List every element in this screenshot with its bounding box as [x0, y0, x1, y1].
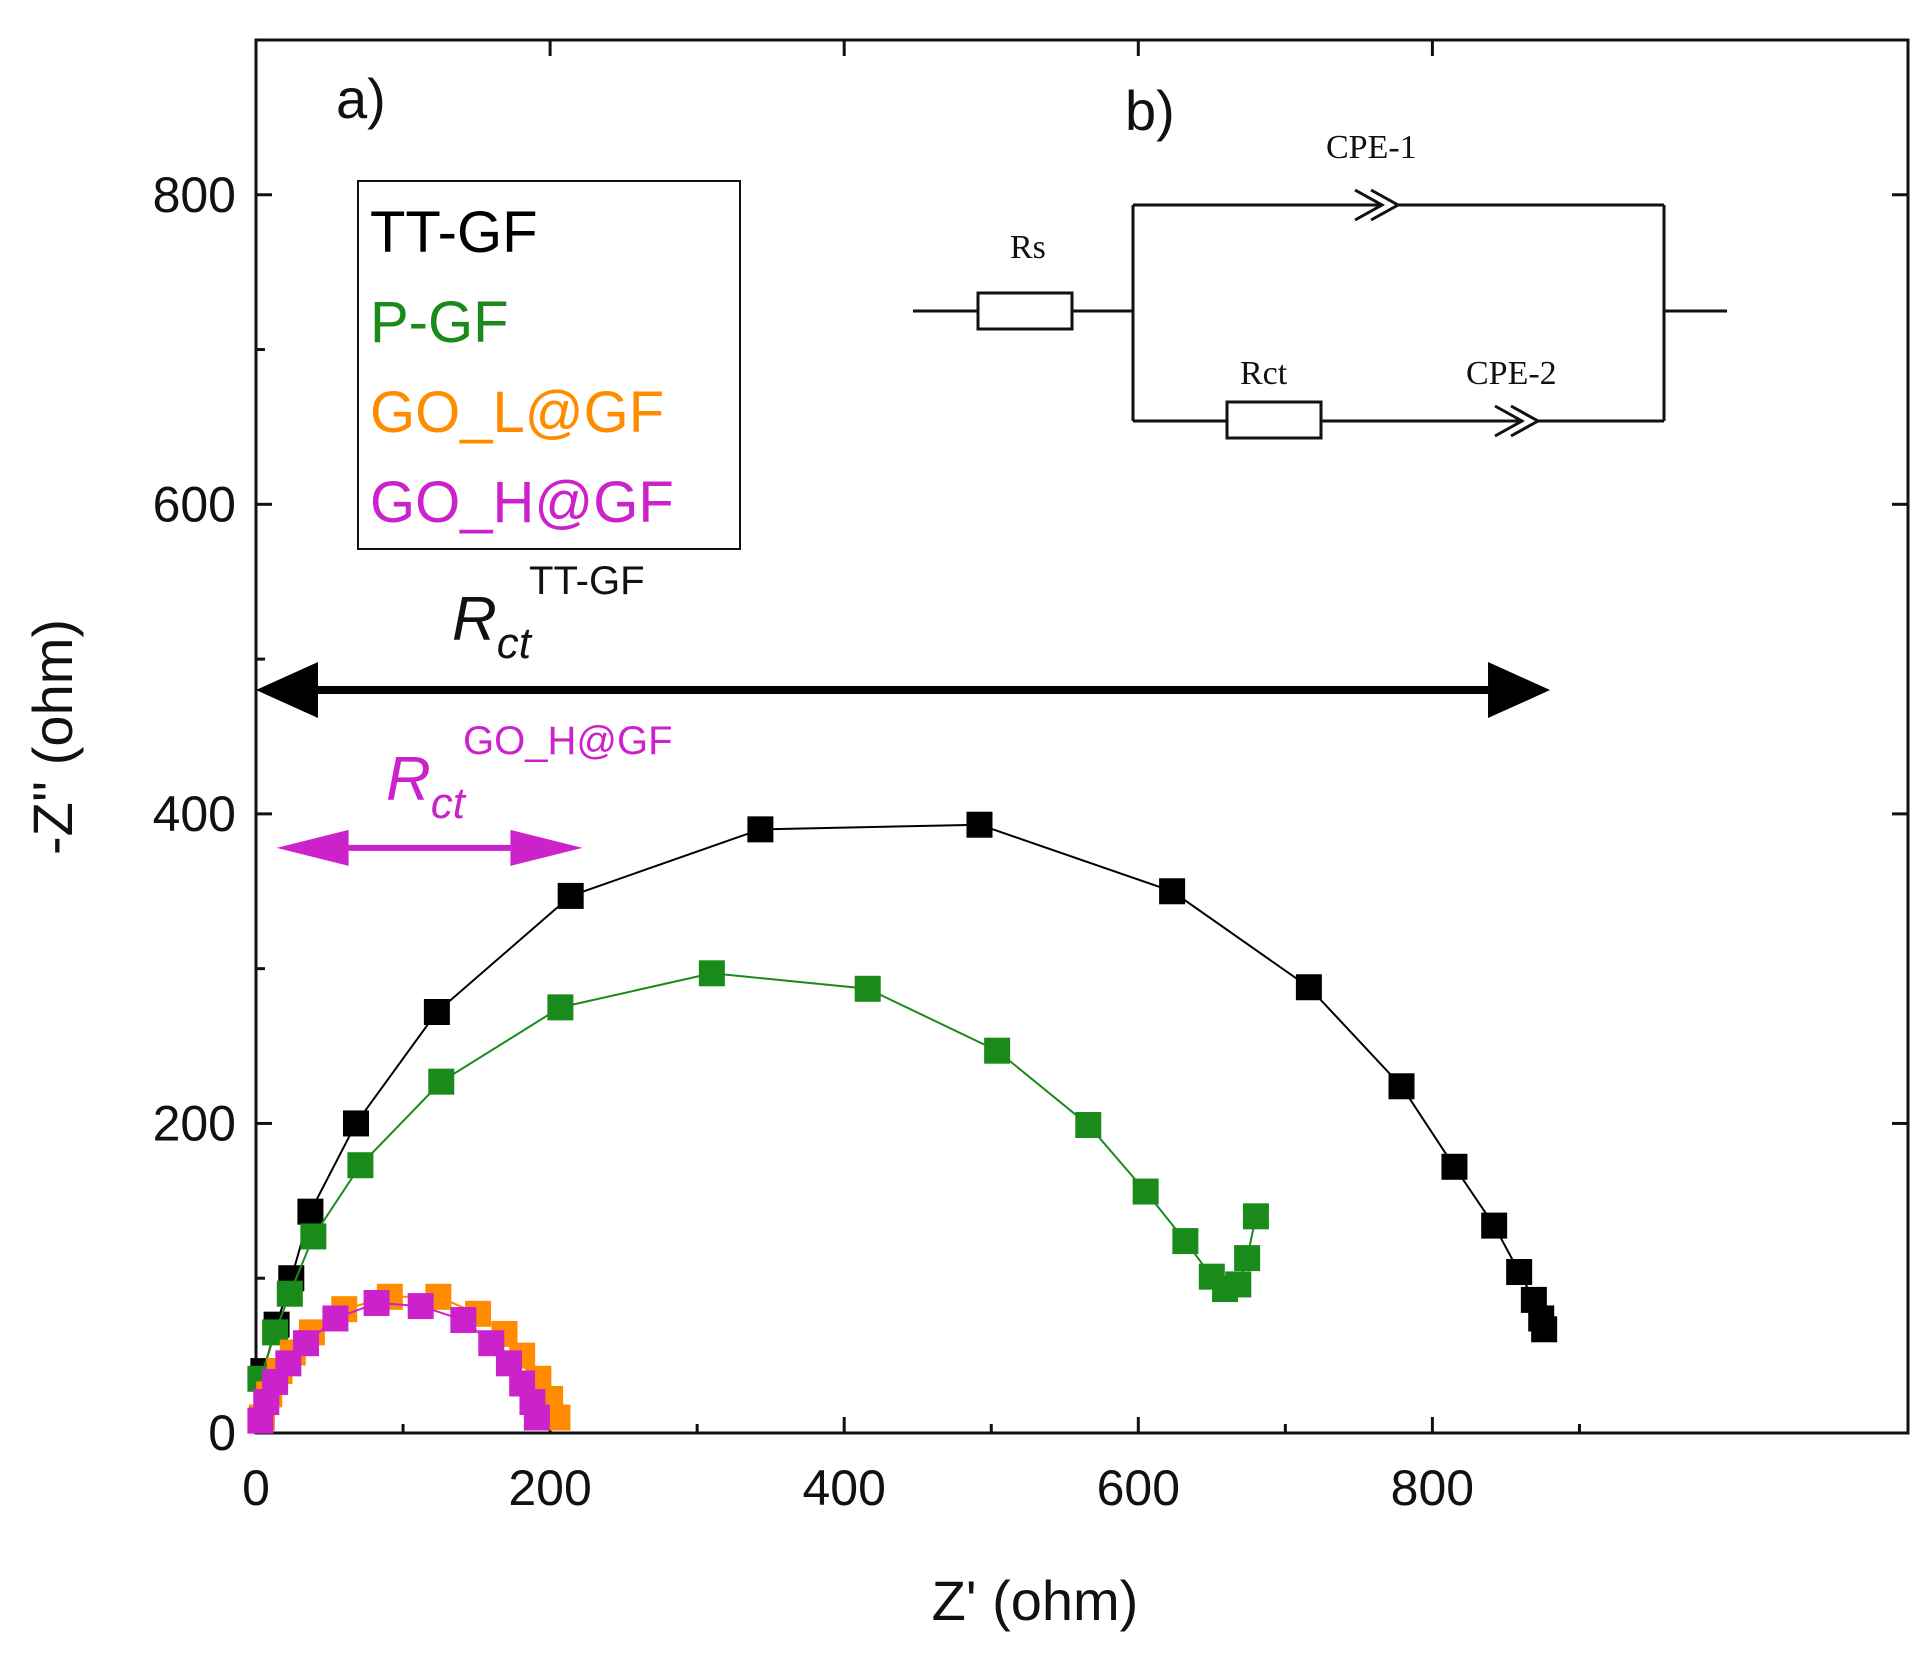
data-point-TT-GF-7 — [747, 816, 774, 843]
data-point-TT-GF-5 — [423, 998, 450, 1025]
data-series — [247, 811, 1558, 1434]
data-point-P-GF-8 — [854, 975, 881, 1002]
y-tick-label-0: 0 — [208, 1405, 236, 1461]
rct-go-h-gf-label: Rct GO_H@GF — [386, 719, 673, 828]
data-point-TT-GF-11 — [1388, 1073, 1415, 1100]
series-GO_H@GF — [247, 1289, 550, 1434]
data-point-P-GF-5 — [428, 1068, 455, 1095]
legend-entry-go-h-gf: GO_H@GF — [370, 470, 674, 535]
y-axis-title: -Z'' (ohm) — [21, 619, 84, 855]
data-point-TT-GF-14 — [1506, 1259, 1533, 1286]
circuit-label-rs: Rs — [1010, 229, 1046, 266]
rct-go-h-gf-arrow-head-right — [510, 829, 583, 866]
data-point-TT-GF-13 — [1481, 1212, 1508, 1239]
equivalent-circuit — [913, 188, 1727, 440]
x-axis-title: Z' (ohm) — [932, 1569, 1139, 1632]
rct-tt-gf-sub: ct — [497, 619, 533, 668]
data-point-TT-GF-8 — [966, 811, 993, 838]
cpe1-symbol — [1354, 188, 1386, 222]
rct-tt-gf-sup: TT-GF — [529, 559, 645, 603]
data-point-P-GF-2 — [276, 1280, 303, 1307]
data-point-TT-GF-9 — [1159, 878, 1186, 905]
data-point-GO_H@GF-4 — [292, 1330, 319, 1357]
data-point-TT-GF-17 — [1531, 1316, 1558, 1343]
rct-tt-gf-main: R — [452, 585, 497, 654]
rct-tt-gf-label: Rct TT-GF — [452, 559, 645, 668]
plot-frame — [254, 38, 1910, 1435]
x-tick-label-0: 0 — [242, 1460, 270, 1516]
rct-go-h-gf-sup: GO_H@GF — [463, 719, 673, 763]
data-point-P-GF-16 — [1234, 1245, 1261, 1272]
panel-b-label: b) — [1125, 79, 1175, 142]
circuit-label-cpe2: CPE-2 — [1466, 355, 1557, 392]
rct-go-h-gf-main: R — [386, 745, 431, 814]
y-tick-label-200: 200 — [153, 1095, 236, 1151]
rct-annotations — [256, 662, 1551, 866]
data-point-P-GF-3 — [300, 1223, 327, 1250]
data-point-P-GF-6 — [547, 994, 574, 1021]
cpe2-symbol — [1494, 404, 1526, 438]
data-point-TT-GF-6 — [557, 882, 584, 909]
data-point-TT-GF-12 — [1441, 1153, 1468, 1180]
data-point-TT-GF-10 — [1295, 974, 1322, 1001]
circuit-label-rct: Rct — [1240, 355, 1288, 392]
y-tick-label-800: 800 — [153, 167, 236, 223]
circuit-label-cpe1: CPE-1 — [1326, 129, 1417, 166]
legend: TT-GF P-GF GO_L@GF GO_H@GF — [357, 180, 741, 550]
legend-entry-go-l-gf: GO_L@GF — [370, 380, 664, 445]
data-point-P-GF-10 — [1075, 1111, 1102, 1138]
data-point-TT-GF-4 — [342, 1110, 369, 1137]
data-point-P-GF-12 — [1172, 1228, 1199, 1255]
x-tick-label-400: 400 — [802, 1460, 885, 1516]
data-point-P-GF-15 — [1225, 1271, 1252, 1298]
data-point-TT-GF-3 — [297, 1198, 324, 1225]
data-point-P-GF-4 — [347, 1152, 374, 1179]
y-tick-label-600: 600 — [153, 476, 236, 532]
x-tick-label-800: 800 — [1391, 1460, 1474, 1516]
data-point-GO_H@GF-7 — [407, 1293, 434, 1320]
rct-go-h-gf-sub: ct — [431, 779, 467, 828]
x-tick-label-200: 200 — [508, 1460, 591, 1516]
data-point-GO_H@GF-6 — [363, 1289, 390, 1316]
data-point-GO_H@GF-8 — [450, 1307, 477, 1334]
series-P-GF — [247, 960, 1269, 1392]
data-point-P-GF-7 — [698, 960, 725, 987]
y-tick-label-400: 400 — [153, 786, 236, 842]
axes: 0 200 400 600 800 0 200 400 600 800 — [153, 38, 1908, 1516]
rct-tt-gf-arrow-head-left — [256, 662, 318, 719]
resistor-rs — [976, 291, 1074, 331]
data-point-P-GF-9 — [984, 1037, 1011, 1064]
x-tick-label-600: 600 — [1097, 1460, 1180, 1516]
data-point-GO_H@GF-13 — [523, 1404, 550, 1431]
rct-go-h-gf-arrow-head-left — [276, 829, 349, 866]
legend-box — [357, 180, 741, 550]
rct-tt-gf-arrow-head-right — [1488, 662, 1551, 719]
data-point-GO_H@GF-5 — [322, 1305, 349, 1332]
legend-entry-tt-gf: TT-GF — [370, 200, 538, 265]
panel-a-label: a) — [336, 67, 386, 130]
data-point-P-GF-17 — [1242, 1203, 1269, 1230]
legend-entry-p-gf: P-GF — [370, 290, 509, 355]
data-point-P-GF-11 — [1132, 1178, 1159, 1205]
series-line-TT-GF — [262, 823, 1546, 1372]
resistor-rct — [1225, 400, 1323, 440]
